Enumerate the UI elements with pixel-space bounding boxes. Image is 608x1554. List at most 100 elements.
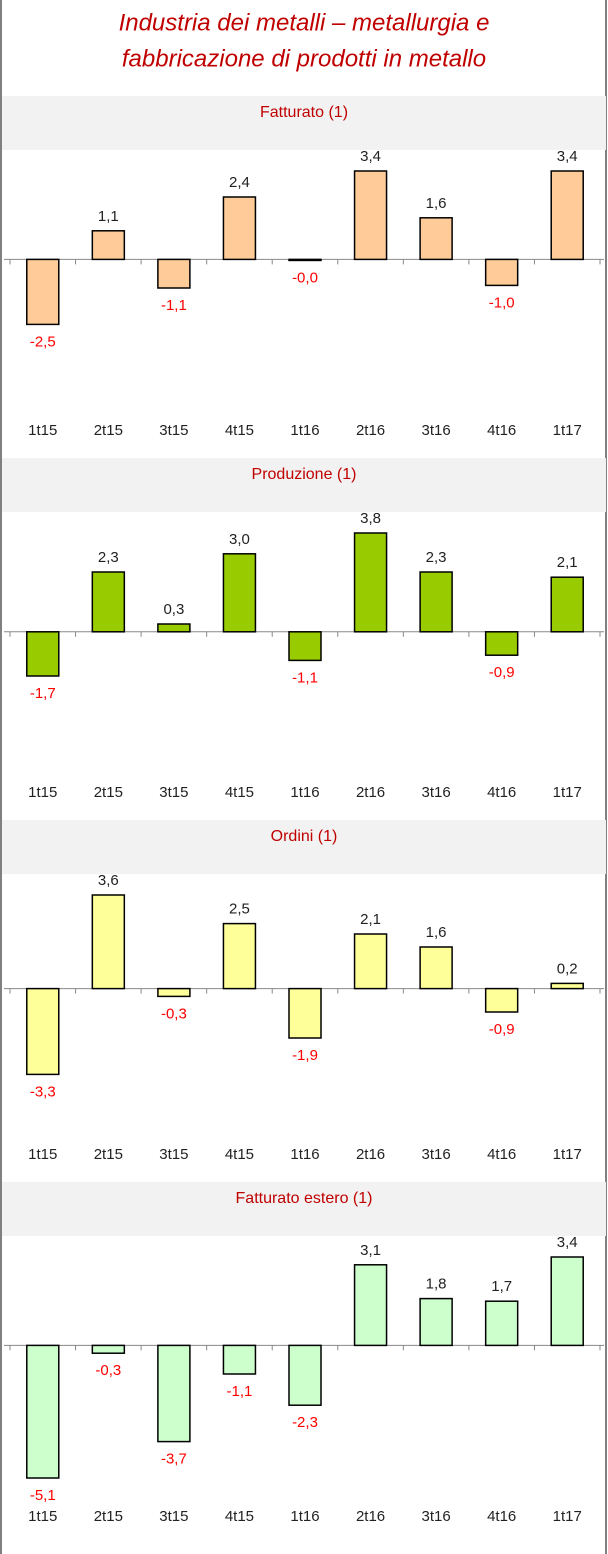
bar [222,1344,257,1375]
bar [550,1256,584,1347]
x-tick-label: 2t15 [94,784,123,801]
x-tick-label: 3t15 [159,1146,188,1163]
x-tick-label: 4t15 [225,1146,254,1163]
value-label: -5,1 [30,1487,56,1504]
bar [288,987,322,1039]
bar [157,987,191,998]
value-label: 2,5 [229,901,250,918]
x-tick-label: 1t15 [28,784,57,801]
value-label: -2,3 [292,1414,318,1431]
value-label: 2,4 [229,174,250,191]
value-label: -0,9 [489,1021,515,1038]
bar [419,217,453,261]
main-title: Industria dei metalli – metallurgia e [119,9,490,36]
panel-header [2,458,606,512]
value-label: 3,8 [360,510,381,527]
x-tick-label: 1t16 [290,1146,319,1163]
panel-header [2,1182,606,1236]
value-label: -1,0 [489,294,515,311]
bar [157,258,191,289]
x-tick-label: 3t16 [422,1508,451,1525]
x-tick-label: 1t17 [553,1508,582,1525]
value-label: 1,1 [98,208,119,225]
value-label: 1,6 [426,924,447,941]
bar [222,196,257,261]
bar [26,1344,60,1479]
x-tick-label: 3t15 [159,1508,188,1525]
value-label: -1,1 [161,297,187,314]
panel-title: Produzione (1) [252,466,357,483]
x-tick-label: 1t16 [290,784,319,801]
panel-header [2,820,606,874]
value-label: 3,0 [229,531,250,548]
value-label: 3,1 [360,1242,381,1259]
bar [91,894,126,990]
bar [353,1264,388,1347]
x-tick-label: 3t16 [422,784,451,801]
bar [157,1344,191,1443]
value-label: -0,9 [489,664,515,681]
x-tick-label: 2t16 [356,422,385,439]
bar [91,571,126,633]
bar [26,258,60,326]
value-label: 3,4 [557,1234,578,1251]
bar [419,571,453,633]
main-title: fabbricazione di prodotti in metallo [122,45,486,72]
x-tick-label: 1t15 [28,1508,57,1525]
value-label: 2,3 [98,549,119,566]
x-tick-label: 4t15 [225,784,254,801]
value-label: -0,3 [161,1005,187,1022]
x-tick-label: 4t15 [225,1508,254,1525]
bar [419,946,453,990]
value-label: 2,3 [426,549,447,566]
bar [550,576,584,633]
value-label: 1,7 [491,1278,512,1295]
x-tick-label: 2t16 [356,784,385,801]
value-label: -1,9 [292,1047,318,1064]
value-label: 3,4 [360,148,381,165]
value-label: 2,1 [557,554,578,571]
x-tick-label: 4t16 [487,422,516,439]
bar [222,922,257,990]
value-label: 3,6 [98,872,119,889]
bar [288,631,322,662]
value-label: 2,1 [360,911,381,928]
value-label: -2,5 [30,333,56,350]
x-tick-label: 2t16 [356,1146,385,1163]
value-label: 0,2 [557,960,578,977]
x-tick-label: 1t17 [553,784,582,801]
bar [353,532,388,633]
bar [288,258,322,262]
value-label: 3,4 [557,148,578,165]
bar [484,1300,519,1347]
x-tick-label: 4t16 [487,1146,516,1163]
x-tick-label: 3t15 [159,422,188,439]
x-tick-label: 3t16 [422,422,451,439]
bar [484,258,519,287]
value-label: -0,0 [292,269,318,286]
x-tick-label: 2t15 [94,1146,123,1163]
x-tick-label: 1t16 [290,1508,319,1525]
x-tick-label: 1t17 [553,1146,582,1163]
panel-header [2,96,606,150]
value-label: 1,6 [426,195,447,212]
value-label: -3,3 [30,1083,56,1100]
x-tick-label: 2t16 [356,1508,385,1525]
x-tick-label: 1t17 [553,422,582,439]
bar [484,631,519,656]
panel-title: Fatturato (1) [260,104,348,121]
x-tick-label: 2t15 [94,422,123,439]
bar [91,230,126,261]
bar [419,1297,453,1347]
value-label: 0,3 [163,601,184,618]
bar [26,987,60,1076]
value-label: -3,7 [161,1451,187,1468]
value-label: -1,7 [30,685,56,702]
bar [550,170,584,261]
x-tick-label: 1t15 [28,422,57,439]
x-tick-label: 1t15 [28,1146,57,1163]
x-tick-label: 2t15 [94,1508,123,1525]
bar [353,933,388,990]
x-tick-label: 4t16 [487,784,516,801]
